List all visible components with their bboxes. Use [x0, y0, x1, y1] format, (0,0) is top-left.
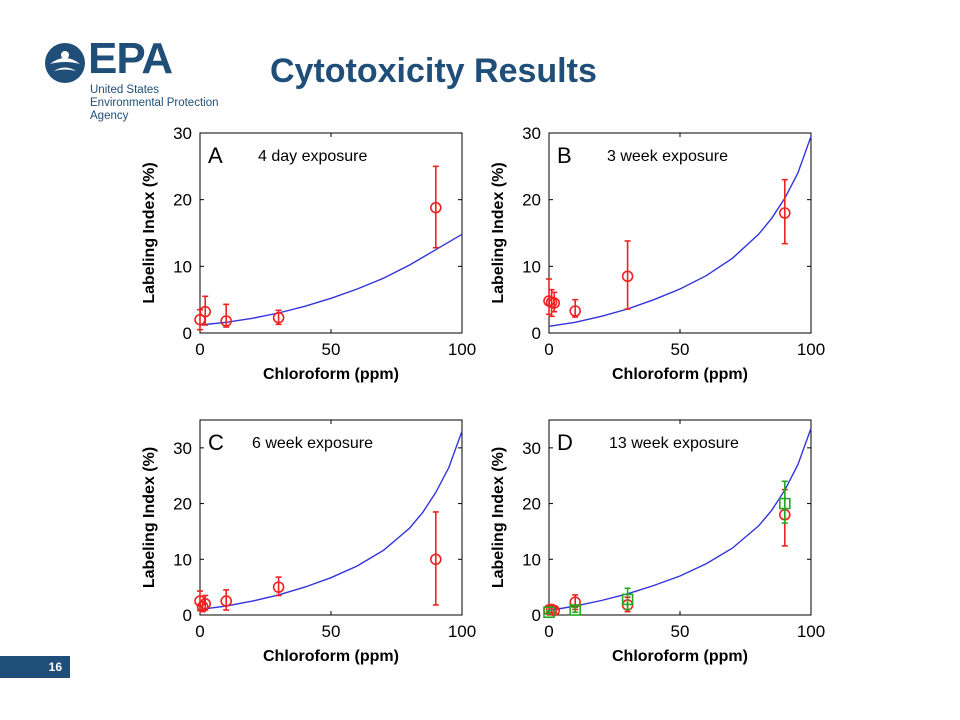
- logo-line-2: Environmental Protection: [90, 97, 219, 109]
- logo-line-3: Agency: [90, 110, 129, 122]
- y-tick-label: 20: [522, 191, 541, 210]
- data-point-circle: [220, 315, 232, 327]
- panel-label: B: [557, 143, 572, 168]
- logo-line-1: United States: [90, 84, 160, 96]
- data-point-circle: [272, 311, 285, 324]
- x-tick-label: 0: [544, 340, 553, 359]
- epa-logo: EPA United States Environmental Protecti…: [44, 34, 244, 122]
- data-point-circle: [429, 201, 442, 214]
- data-point-circle: [220, 595, 232, 607]
- data-point-circle: [778, 207, 791, 219]
- chart-panel-d: 0 50 100 0 10 20 30 Chloroform (ppm) Labeling In…: [490, 419, 825, 665]
- epa-emblem-icon: [45, 43, 85, 83]
- panel-annotation: 4 day exposure: [258, 148, 368, 165]
- plot-frame: [199, 132, 463, 334]
- panel-annotation: 3 week exposure: [607, 148, 728, 165]
- x-tick-label: 50: [671, 340, 690, 359]
- page-number: 16: [0, 656, 70, 678]
- x-tick-label: 100: [448, 622, 476, 641]
- panel-label: C: [208, 430, 224, 455]
- data-point-square: [543, 606, 555, 619]
- data-point-circle: [199, 305, 212, 318]
- panel-label: D: [557, 430, 573, 455]
- data-point-circle: [569, 305, 582, 317]
- data-point-circle: [548, 297, 561, 309]
- y-axis-label: Labeling Index (%): [490, 162, 507, 303]
- y-tick-label: 10: [173, 257, 192, 276]
- chart-panel-b: 0 50 100 0 10 20 30 Chloroform (ppm) Labeling In…: [490, 124, 825, 383]
- y-tick-label: 0: [532, 606, 541, 625]
- x-axis-label: Chloroform (ppm): [612, 366, 748, 383]
- x-tick-label: 100: [797, 622, 825, 641]
- x-axis-label: Chloroform (ppm): [263, 366, 399, 383]
- y-tick-label: 0: [183, 606, 192, 625]
- data-point-square: [569, 604, 582, 616]
- x-axis-label: Chloroform (ppm): [263, 648, 399, 665]
- y-tick-label: 30: [173, 439, 192, 458]
- plot-frame: [548, 132, 812, 334]
- data-point-circle: [621, 270, 634, 283]
- y-tick-label: 10: [522, 550, 541, 569]
- chart-panel-a: 0 50 100 0 10 20 30 Chloroform (ppm) Labeling In…: [141, 124, 476, 383]
- data-point-circle: [429, 553, 442, 566]
- x-tick-label: 50: [322, 622, 341, 641]
- y-tick-label: 30: [522, 439, 541, 458]
- data-point-circle: [196, 600, 209, 613]
- panel-annotation: 13 week exposure: [609, 435, 739, 452]
- x-tick-label: 50: [322, 340, 341, 359]
- x-tick-label: 100: [797, 340, 825, 359]
- plot-frame: [548, 419, 812, 616]
- logo-mark: EPA: [88, 34, 173, 83]
- x-tick-label: 50: [671, 622, 690, 641]
- x-tick-label: 100: [448, 340, 476, 359]
- y-tick-label: 0: [532, 324, 541, 343]
- y-tick-label: 30: [522, 124, 541, 143]
- fit-curve-line: [199, 430, 463, 611]
- panel-annotation: 6 week exposure: [252, 435, 373, 452]
- page-title: Cytotoxicity Results: [270, 52, 597, 90]
- x-tick-label: 0: [195, 340, 204, 359]
- x-tick-label: 0: [544, 622, 553, 641]
- chart-panel-c: 0 50 100 0 10 20 30 Chloroform (ppm) Labeling In…: [141, 419, 476, 665]
- data-point-square: [778, 497, 791, 510]
- y-tick-label: 0: [183, 324, 192, 343]
- fit-curve-line: [199, 233, 463, 326]
- y-axis-label: Labeling Index (%): [490, 447, 507, 588]
- data-point-circle: [272, 581, 285, 593]
- y-tick-label: 30: [173, 124, 192, 143]
- y-tick-label: 20: [173, 191, 192, 210]
- y-axis-label: Labeling Index (%): [141, 447, 158, 588]
- y-tick-label: 20: [173, 495, 192, 514]
- y-tick-label: 20: [522, 495, 541, 514]
- y-axis-label: Labeling Index (%): [141, 162, 158, 303]
- x-axis-label: Chloroform (ppm): [612, 648, 748, 665]
- panel-label: A: [208, 143, 223, 168]
- y-tick-label: 10: [173, 550, 192, 569]
- data-point-square: [621, 593, 634, 606]
- data-point-circle: [199, 598, 212, 610]
- x-tick-label: 0: [195, 622, 204, 641]
- y-tick-label: 10: [522, 257, 541, 276]
